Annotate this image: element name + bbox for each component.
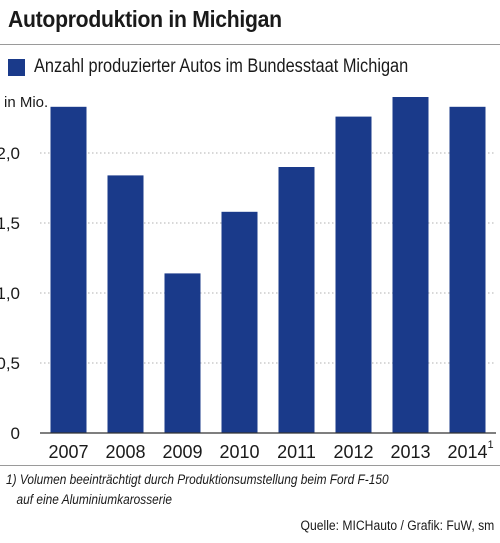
bar	[50, 106, 87, 434]
footnote: 1) Volumen beeinträchtigt durch Produkti…	[6, 470, 441, 510]
y-tick-label: 0,5	[0, 354, 20, 373]
bar	[221, 211, 258, 433]
legend-swatch	[8, 58, 25, 76]
y-axis-label: in Mio.	[4, 94, 49, 111]
x-tick-label: 2010	[219, 442, 259, 462]
bar	[164, 273, 201, 433]
bar	[278, 167, 315, 433]
x-tick-label: 2008	[105, 442, 145, 462]
y-tick-label: 1,0	[0, 284, 20, 303]
x-tick-label: 2011	[277, 442, 316, 462]
footnote-line-1: 1) Volumen beeinträchtigt durch Produkti…	[6, 472, 389, 487]
y-tick-label: 2,0	[0, 144, 20, 163]
x-tick-label: 2013	[390, 442, 430, 462]
chart-title: Autoproduktion in Michigan	[8, 6, 282, 32]
legend-label: Anzahl produzierter Autos im Bundesstaat…	[34, 56, 409, 77]
x-tick-label: 2009	[162, 442, 202, 462]
y-tick-label: 1,5	[0, 214, 20, 233]
bar	[392, 97, 429, 433]
bar	[335, 116, 372, 433]
footnote-line-2: auf eine Aluminiumkarosserie	[16, 492, 172, 507]
source-credit: Quelle: MICHauto / Grafik: FuW, sm	[300, 518, 494, 533]
title-divider	[0, 44, 500, 45]
legend: Anzahl produzierter Autos im Bundesstaat…	[8, 56, 469, 78]
x-tick-label: 2012	[333, 442, 373, 462]
y-tick-label: 0	[11, 424, 20, 443]
bar	[449, 106, 486, 434]
bar	[107, 175, 144, 433]
footnote-marker: 1	[488, 439, 494, 451]
footnote-divider	[0, 465, 500, 466]
x-tick-label: 2007	[48, 442, 88, 462]
x-tick-label: 2014	[447, 442, 487, 462]
bar-chart: 0 0,5 1,0 1,5 2,0 2007 2008 2009 2010 2011 2012 201…	[0, 97, 496, 462]
